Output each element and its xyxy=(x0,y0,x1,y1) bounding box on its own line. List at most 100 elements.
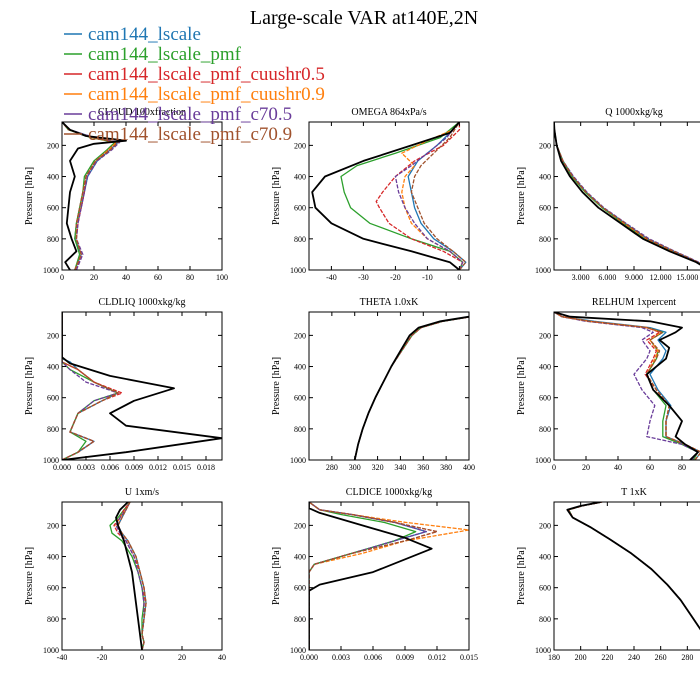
x-tick-label: 220 xyxy=(601,653,613,662)
y-tick-label: 200 xyxy=(47,331,59,340)
x-tick-label: 0.009 xyxy=(125,463,143,472)
y-tick-label: 1000 xyxy=(43,456,59,465)
y-tick-label: 200 xyxy=(47,521,59,530)
x-tick-label: 0 xyxy=(140,653,144,662)
y-tick-label: 400 xyxy=(47,553,59,562)
series-group xyxy=(62,312,222,460)
x-tick-label: 20 xyxy=(178,653,186,662)
series-line-obs xyxy=(566,502,700,631)
legend-label: cam144_lscale_pmf xyxy=(88,44,242,65)
series-group xyxy=(309,502,469,650)
chart-title: RELHUM 1xpercent xyxy=(592,297,676,308)
x-tick-label: 60 xyxy=(154,273,162,282)
y-tick-label: 600 xyxy=(294,394,306,403)
y-tick-label: 800 xyxy=(539,235,551,244)
y-tick-label: 200 xyxy=(539,521,551,530)
series-line-cam144-lscale-pmf-c70-5 xyxy=(394,122,464,270)
x-tick-label: 6.000 xyxy=(598,273,616,282)
x-tick-label: 0.015 xyxy=(460,653,478,662)
chart-panel-4: CLDLIQ 1000xkg/kg Pressure [hPa] 200 400 600… xyxy=(24,297,223,472)
series-group xyxy=(62,122,127,270)
y-tick-label: 600 xyxy=(47,394,59,403)
y-tick-label: 600 xyxy=(539,394,551,403)
y-tick-label: 400 xyxy=(294,553,306,562)
y-tick-label: 1000 xyxy=(43,266,59,275)
x-tick-label: 0.000 xyxy=(300,653,318,662)
y-tick-label: 1000 xyxy=(290,266,306,275)
series-line-cam144-lscale-pmf-c70-9 xyxy=(554,312,700,460)
x-tick-label: 0.003 xyxy=(77,463,95,472)
series-group xyxy=(554,122,700,266)
x-tick-label: 240 xyxy=(628,653,640,662)
legend-item: cam144_lscale_pmf_cuushr0.5 xyxy=(64,64,325,85)
x-tick-label: 340 xyxy=(394,463,406,472)
series-group xyxy=(566,502,700,631)
chart-title: OMEGA 864xPa/s xyxy=(351,107,426,118)
x-tick-label: 0 xyxy=(457,273,461,282)
x-tick-label: 0.015 xyxy=(173,463,191,472)
legend-label: cam144_lscale_pmf_cuushr0.9 xyxy=(88,84,325,105)
y-tick-label: 800 xyxy=(47,615,59,624)
x-tick-label: 0.006 xyxy=(101,463,119,472)
legend-label: cam144_lscale xyxy=(88,24,201,45)
series-line-cam144-lscale-pmf-c70-9 xyxy=(62,312,119,460)
y-tick-label: 600 xyxy=(47,584,59,593)
x-tick-label: 40 xyxy=(218,653,226,662)
x-tick-label: 0.012 xyxy=(149,463,167,472)
x-tick-label: 0.006 xyxy=(364,653,382,662)
legend-item: cam144_lscale_pmf_c70.9 xyxy=(64,124,292,145)
y-tick-label: 200 xyxy=(47,141,59,150)
y-tick-label: 800 xyxy=(294,235,306,244)
series-line-obs xyxy=(309,502,433,650)
y-axis-label: Pressure [hPa] xyxy=(516,547,527,605)
x-tick-label: 0 xyxy=(552,463,556,472)
plot-frame xyxy=(308,311,470,461)
x-tick-label: 20 xyxy=(90,273,98,282)
series-line-cam144-lscale-pmf-c70-5 xyxy=(554,122,700,264)
x-tick-label: -40 xyxy=(57,653,68,662)
x-tick-label: 400 xyxy=(463,463,475,472)
y-tick-label: 800 xyxy=(539,425,551,434)
legend-item: cam144_lscale xyxy=(64,24,201,45)
y-axis-label: Pressure [hPa] xyxy=(271,357,282,415)
legend-item: cam144_lscale_pmf_cuushr0.9 xyxy=(64,84,325,105)
y-tick-label: 800 xyxy=(47,425,59,434)
x-tick-label: 200 xyxy=(575,653,587,662)
x-tick-label: -20 xyxy=(97,653,108,662)
legend: cam144_lscalecam144_lscale_pmfcam144_lsc… xyxy=(64,24,325,145)
x-tick-label: 0 xyxy=(60,273,64,282)
series-line-cam144-lscale-pmf-c70-9 xyxy=(62,122,119,270)
y-tick-label: 400 xyxy=(294,363,306,372)
x-tick-label: 260 xyxy=(655,653,667,662)
x-tick-label: 40 xyxy=(614,463,622,472)
plot-frame xyxy=(61,121,223,271)
series-line-obs xyxy=(554,312,699,460)
y-tick-label: 800 xyxy=(47,235,59,244)
chart-panel-3: Q 1000xkg/kg Pressure [hPa] 200 400 600 800 10… xyxy=(516,107,700,282)
chart-title: Q 1000xkg/kg xyxy=(605,107,663,118)
x-tick-label: 0.012 xyxy=(428,653,446,662)
y-tick-label: 200 xyxy=(539,141,551,150)
series-line-cam144-lscale-pmf-c70-5 xyxy=(554,312,699,460)
y-axis-label: Pressure [hPa] xyxy=(271,547,282,605)
y-tick-label: 200 xyxy=(294,141,306,150)
x-tick-label: 80 xyxy=(186,273,194,282)
y-tick-label: 800 xyxy=(294,425,306,434)
page-title: Large-scale VAR at140E,2N xyxy=(250,7,478,29)
series-line-obs xyxy=(554,122,700,266)
series-line-obs xyxy=(115,502,143,650)
y-tick-label: 400 xyxy=(47,173,59,182)
x-tick-label: 12.000 xyxy=(650,273,672,282)
x-tick-label: -30 xyxy=(358,273,369,282)
series-line-obs xyxy=(62,122,127,270)
plot-frame xyxy=(553,311,700,461)
plot-frame xyxy=(308,501,470,651)
x-tick-label: 0.003 xyxy=(332,653,350,662)
y-tick-label: 200 xyxy=(294,331,306,340)
series-line-cam144-lscale-pmf-c70-9 xyxy=(309,502,438,650)
series-line-obs xyxy=(311,122,461,270)
